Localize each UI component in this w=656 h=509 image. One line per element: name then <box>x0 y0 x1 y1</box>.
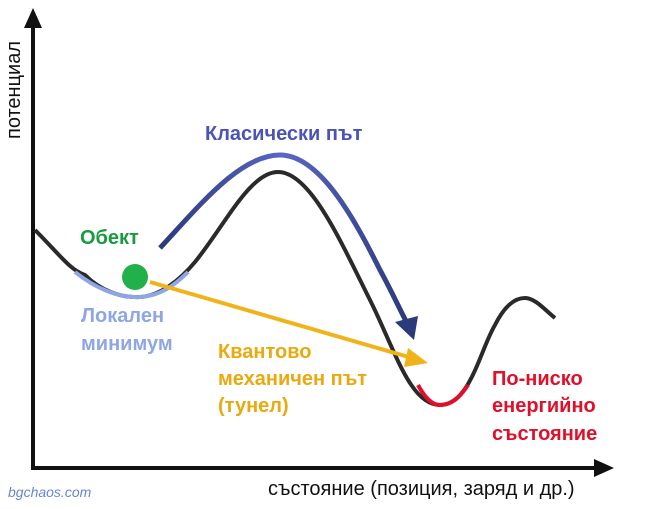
quantum-path-arrow <box>149 280 413 360</box>
y-axis-label: потенциал <box>3 41 25 139</box>
object-label: Обект <box>80 227 139 249</box>
classical-path-label: Класически път <box>205 123 363 145</box>
local-minimum-highlight <box>73 270 190 300</box>
lower-state-label: състояние <box>492 423 597 445</box>
lower-state-label: енергийно <box>492 395 596 417</box>
watermark: bgchaos.com <box>8 484 92 500</box>
quantum-path-label: механичен път <box>218 368 367 390</box>
y-arrow <box>24 8 42 28</box>
lower-state-label: По-ниско <box>492 368 583 390</box>
x-axis-label: състояние (позиция, заряд и др.) <box>268 478 575 500</box>
classical-arrowhead <box>395 316 418 340</box>
x-arrow <box>594 459 614 477</box>
quantum-path-label: Квантово <box>218 341 311 363</box>
object-ball <box>122 264 148 290</box>
local-minimum-label: минимум <box>81 333 173 355</box>
quantum-arrowhead <box>404 348 428 367</box>
local-minimum-label: Локален <box>81 305 164 327</box>
quantum-path-label: (тунел) <box>218 395 289 417</box>
classical-path-arrow <box>158 152 411 327</box>
lower-state-highlight <box>416 383 470 408</box>
